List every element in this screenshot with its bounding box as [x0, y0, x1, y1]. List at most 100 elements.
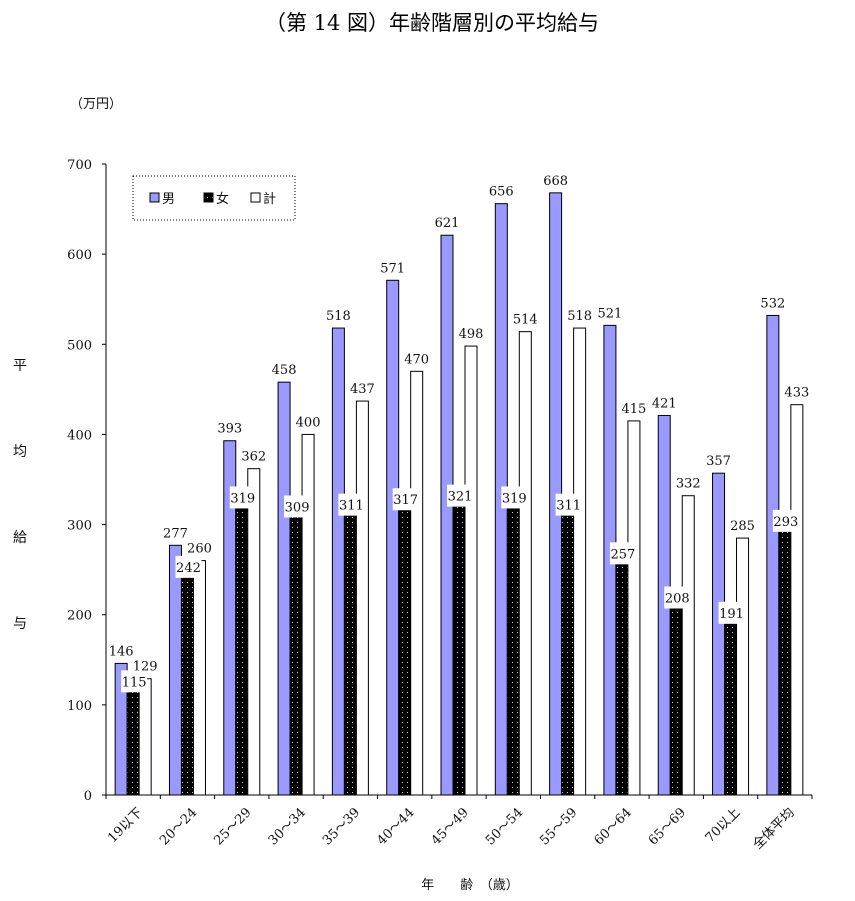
legend-swatch	[149, 192, 160, 203]
y-axis-label: 平均給与	[13, 358, 27, 632]
bar-女	[506, 506, 520, 796]
y-tick-label: 0	[84, 789, 92, 804]
data-label-box	[447, 484, 473, 507]
data-label: 668	[543, 174, 568, 189]
data-label: 321	[448, 490, 473, 505]
bar-女	[669, 607, 683, 796]
legend-box	[132, 175, 296, 221]
data-label: 319	[502, 491, 527, 506]
data-label: 498	[459, 327, 484, 342]
y-tick-label: 700	[67, 158, 92, 173]
data-label: 458	[272, 363, 297, 378]
bars	[114, 192, 804, 796]
legend-label: 計	[263, 191, 276, 207]
bar-女	[615, 562, 629, 796]
data-label-box	[338, 493, 365, 516]
bar-男	[277, 381, 291, 796]
bar-女	[398, 508, 412, 796]
data-label: 191	[719, 607, 744, 622]
y-tick-label: 500	[67, 338, 92, 353]
data-label: 293	[773, 515, 798, 530]
data-label: 317	[393, 493, 418, 508]
x-tick-label: 25～29	[211, 805, 254, 848]
data-label: 656	[489, 185, 514, 200]
bar-女	[343, 514, 357, 796]
data-label: 415	[622, 402, 647, 417]
y-axis-label-char: 与	[13, 616, 27, 632]
bar-男	[168, 544, 182, 796]
data-label: 400	[296, 415, 321, 430]
bar-男	[386, 279, 400, 796]
data-label-box	[284, 495, 311, 518]
data-label: 319	[230, 491, 255, 506]
y-tick-label: 200	[67, 609, 92, 624]
data-label: 433	[784, 386, 809, 401]
bar-男	[766, 314, 780, 796]
bar-女	[561, 514, 575, 796]
bar-女	[289, 515, 303, 796]
bar-計	[573, 327, 587, 796]
data-label-box	[392, 488, 419, 511]
data-label-box	[609, 542, 636, 565]
bar-計	[301, 433, 315, 796]
data-label: 621	[435, 216, 460, 231]
y-tick-label: 400	[67, 428, 92, 443]
legend-swatch	[250, 192, 261, 203]
legend: 男女計	[132, 175, 296, 221]
bar-女	[452, 505, 466, 796]
data-label-box	[121, 670, 148, 693]
data-label: 260	[187, 542, 212, 557]
bar-女	[235, 506, 249, 796]
x-tick-label: 65～69	[646, 805, 689, 848]
bar-男	[440, 234, 454, 796]
y-tick-label: 600	[67, 248, 92, 263]
data-label: 518	[567, 309, 592, 324]
data-label: 571	[380, 261, 405, 276]
data-label: 277	[163, 526, 188, 541]
x-tick-label: 20～24	[157, 805, 200, 848]
data-label: 146	[109, 644, 134, 659]
data-label: 115	[122, 675, 147, 690]
bar-計	[790, 404, 804, 796]
y-axis-label-char: 給	[13, 530, 27, 546]
y-tick-label: 300	[67, 519, 92, 534]
data-label: 521	[598, 306, 623, 321]
x-tick-label: 30～34	[266, 805, 309, 848]
bar-計	[681, 495, 695, 796]
bar-計	[736, 537, 750, 796]
data-label-box	[664, 586, 691, 609]
data-label: 518	[326, 309, 351, 324]
data-label: 421	[652, 396, 677, 411]
bar-計	[192, 560, 206, 796]
legend-swatch	[203, 192, 214, 203]
data-label: 393	[217, 422, 242, 437]
x-tick-label: 60～64	[592, 805, 635, 848]
y-axis-label-char: 平	[13, 358, 27, 374]
x-tick-label: 55～59	[537, 805, 580, 848]
bar-女	[778, 530, 792, 796]
data-label: 208	[665, 592, 690, 607]
y-axis-label-char: 均	[13, 444, 27, 460]
data-label: 332	[676, 477, 701, 492]
data-label: 532	[760, 296, 785, 311]
data-label: 362	[241, 450, 266, 465]
x-tick-label: 35～39	[320, 805, 363, 848]
bar-計	[355, 400, 369, 796]
x-tick-label: 19以下	[105, 805, 146, 846]
unit-label: （万円）	[70, 97, 122, 112]
data-label-box	[175, 555, 202, 578]
data-label: 437	[350, 382, 375, 397]
bar-女	[180, 576, 194, 796]
bar-計	[464, 345, 478, 796]
data-label-box	[501, 486, 528, 509]
bar-男	[331, 327, 345, 796]
data-label-box	[772, 509, 799, 532]
data-label: 257	[611, 547, 636, 562]
legend-label: 男	[162, 192, 175, 207]
bar-計	[627, 420, 641, 796]
x-axis-label: 年 齢 （歳）	[421, 878, 519, 893]
data-labels: 1461291152772602423933623194584003095184…	[109, 174, 809, 693]
bar-女	[126, 690, 140, 796]
data-label: 311	[339, 499, 364, 514]
